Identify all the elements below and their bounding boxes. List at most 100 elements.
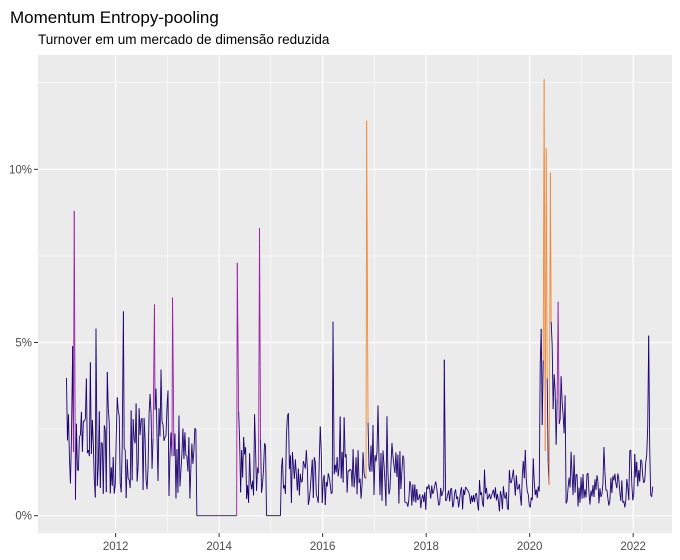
series-segment — [178, 415, 181, 487]
series-segment — [440, 487, 443, 497]
series-segment — [290, 452, 293, 504]
series-segment — [328, 477, 331, 485]
series-segment — [238, 411, 241, 442]
series-segment — [309, 473, 312, 490]
series-segment — [172, 297, 175, 456]
series-segment — [603, 447, 606, 472]
series-segment — [120, 446, 123, 493]
series-segment — [645, 454, 648, 463]
series-segment — [443, 359, 447, 502]
series-segment — [260, 439, 262, 493]
series-segment — [524, 449, 527, 480]
series-segment — [126, 459, 129, 479]
series-segment — [337, 467, 340, 477]
series-segment — [648, 335, 651, 449]
series-segment — [451, 488, 454, 508]
series-segment — [264, 443, 266, 447]
series-segment — [81, 420, 84, 452]
series-segment — [298, 473, 301, 496]
series-segment — [644, 462, 647, 481]
y-tick-label: 5% — [15, 337, 32, 349]
series-segment — [433, 485, 436, 492]
series-segment — [294, 459, 297, 475]
series-segment — [249, 453, 252, 483]
series-segment — [561, 401, 564, 416]
series-segment — [164, 435, 167, 438]
series-segment — [146, 466, 149, 490]
series-segment — [403, 458, 406, 503]
series-segment — [192, 451, 195, 464]
series-segment — [574, 474, 577, 493]
series-segment — [490, 496, 492, 500]
series-segment — [381, 450, 384, 501]
series-segment — [353, 475, 356, 488]
series-segment — [131, 419, 134, 481]
series-segment — [132, 419, 135, 439]
series-segment — [194, 427, 197, 430]
series-segment — [320, 451, 323, 503]
series-segment — [582, 474, 585, 499]
series-segment — [306, 468, 309, 505]
series-segment — [66, 377, 68, 441]
series-segment — [646, 427, 649, 455]
series-segment — [343, 417, 346, 458]
series-segment — [517, 488, 519, 490]
series-segment — [349, 468, 352, 471]
series-segment — [445, 499, 448, 502]
series-segment — [254, 414, 257, 450]
series-segment — [452, 504, 455, 508]
series-segment — [161, 421, 164, 425]
series-segment — [575, 473, 578, 476]
series-segment — [326, 473, 329, 487]
series-segment — [143, 417, 146, 439]
series-segment — [651, 486, 654, 497]
series-segment — [628, 450, 631, 500]
series-segment — [478, 479, 480, 511]
series-segment — [512, 469, 515, 483]
series-segment — [336, 457, 339, 477]
series-segment — [360, 484, 363, 499]
series-segment — [401, 455, 404, 472]
series-segment — [555, 399, 558, 445]
series-segment — [95, 328, 98, 486]
series-segment — [624, 499, 627, 508]
series-segment — [285, 416, 288, 436]
series-segment — [112, 456, 115, 494]
series-segment — [596, 475, 599, 482]
series-segment — [280, 468, 282, 516]
series-segment — [107, 408, 110, 423]
series-segment — [150, 413, 153, 469]
series-segment — [474, 493, 476, 503]
y-tick-label: 10% — [9, 164, 32, 176]
series-segment — [122, 311, 125, 449]
series-segment — [446, 494, 449, 500]
series-segment — [299, 473, 302, 483]
series-segment — [570, 451, 573, 475]
chart-title: Momentum Entropy-pooling — [10, 8, 219, 27]
turnover-series — [66, 79, 654, 517]
series-segment — [103, 425, 106, 430]
series-segment — [616, 473, 619, 489]
series-segment — [438, 503, 441, 506]
series-segment — [531, 458, 534, 501]
series-segment — [553, 374, 556, 391]
series-segment — [565, 500, 568, 504]
series-segment — [179, 470, 182, 487]
series-segment — [317, 459, 320, 503]
series-segment — [642, 476, 645, 483]
series-segment — [601, 483, 604, 495]
series-segment — [436, 487, 439, 498]
series-segment — [631, 483, 634, 501]
series-segment — [102, 425, 105, 494]
series-segment — [532, 458, 535, 482]
series-segment — [73, 210, 76, 500]
series-segment — [319, 426, 322, 452]
series-segment — [501, 486, 504, 510]
series-segment — [502, 486, 505, 497]
series-segment — [649, 448, 652, 496]
series-segment — [373, 455, 376, 495]
series-segment — [459, 490, 462, 501]
series-segment — [330, 492, 333, 495]
series-segment — [599, 488, 602, 498]
